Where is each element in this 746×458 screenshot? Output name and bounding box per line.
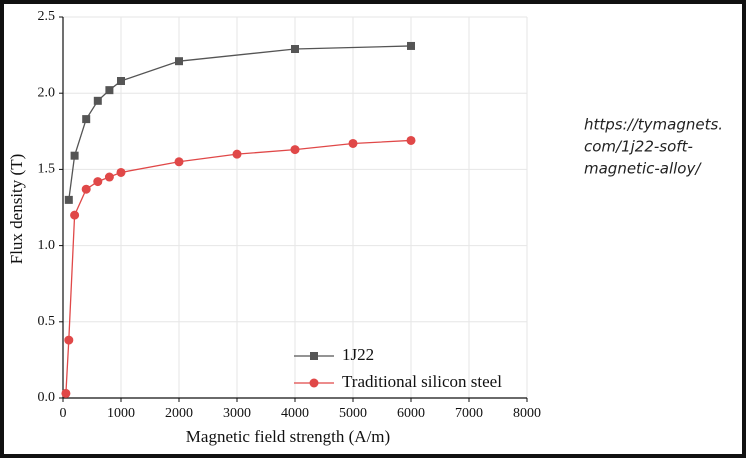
x-tick-label: 8000 — [513, 406, 541, 421]
y-tick-label: 1.0 — [38, 238, 56, 253]
x-tick-label: 1000 — [107, 406, 135, 421]
y-tick-label: 2.0 — [38, 85, 56, 100]
y-tick-label: 1.5 — [38, 162, 56, 177]
data-point — [82, 115, 91, 124]
data-point — [290, 145, 300, 155]
x-tick-label: 4000 — [281, 406, 309, 421]
data-point — [116, 167, 126, 177]
y-tick-label: 0.0 — [38, 390, 56, 405]
data-point — [117, 77, 125, 86]
data-point — [407, 41, 415, 50]
data-point — [175, 57, 183, 66]
legend-marker — [309, 378, 319, 388]
y-tick-label: 2.5 — [38, 9, 56, 24]
x-tick-label: 7000 — [455, 406, 483, 421]
x-tick-label: 5000 — [339, 406, 367, 421]
x-tick-label: 0 — [60, 406, 67, 421]
data-point — [70, 210, 80, 220]
x-tick-label: 6000 — [397, 406, 425, 421]
data-point — [93, 96, 102, 105]
data-point — [105, 86, 114, 95]
watermark-text: https://tymagnets. — [584, 116, 723, 134]
data-point — [61, 388, 71, 398]
data-point — [104, 172, 114, 182]
data-point — [348, 138, 358, 148]
chart: Magnetic field strength (A/m) Flux densi… — [7, 9, 723, 446]
data-point — [406, 135, 416, 145]
data-point — [64, 335, 74, 345]
y-axis-label: Flux density (T) — [7, 154, 26, 265]
x-axis-label: Magnetic field strength (A/m) — [186, 427, 390, 446]
data-point — [291, 45, 299, 54]
data-point — [70, 151, 79, 160]
x-tick-label: 2000 — [165, 406, 193, 421]
data-point — [64, 195, 73, 204]
y-tick-label: 0.5 — [38, 314, 56, 329]
watermark-text: magnetic-alloy/ — [584, 160, 702, 178]
legend-label: Traditional silicon steel — [342, 372, 502, 391]
data-point — [174, 157, 184, 167]
legend-label: 1J22 — [342, 345, 374, 364]
data-point — [232, 149, 242, 159]
series-line — [65, 139, 412, 394]
watermark-text: com/1j22-soft- — [584, 138, 693, 156]
x-tick-label: 3000 — [223, 406, 251, 421]
data-point — [81, 184, 91, 194]
data-point — [93, 177, 103, 187]
legend-marker — [310, 352, 318, 360]
